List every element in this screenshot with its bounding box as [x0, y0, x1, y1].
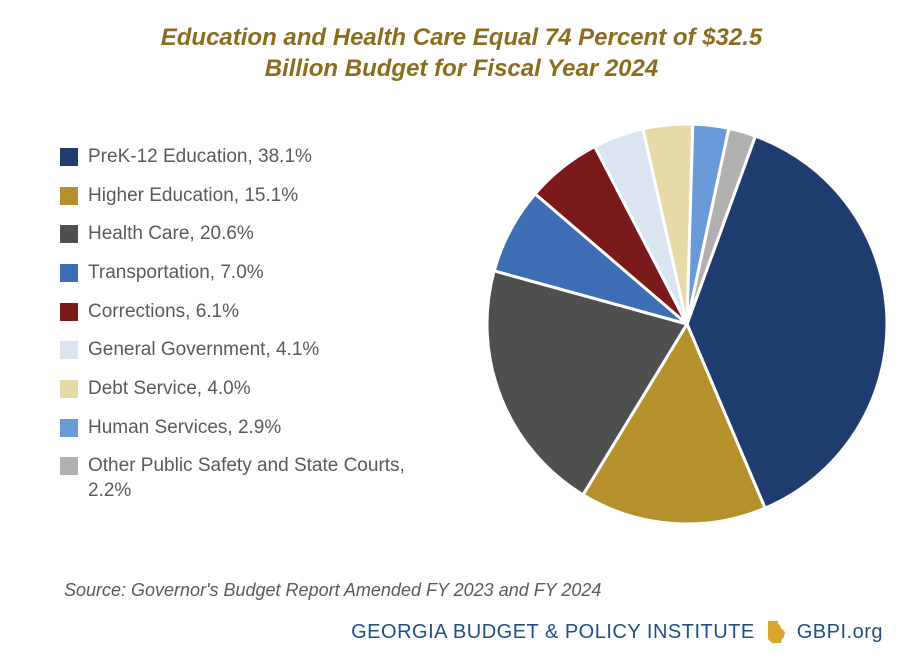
legend-item: Higher Education, 15.1%	[60, 184, 450, 209]
legend-item: Transportation, 7.0%	[60, 261, 450, 286]
legend: PreK-12 Education, 38.1% Higher Education…	[60, 145, 450, 504]
legend-swatch	[60, 225, 78, 243]
legend-item: Corrections, 6.1%	[60, 300, 450, 325]
legend-label: Transportation, 7.0%	[88, 261, 264, 286]
legend-swatch	[60, 148, 78, 166]
legend-swatch	[60, 341, 78, 359]
legend-label: PreK-12 Education, 38.1%	[88, 145, 312, 170]
org-name: GEORGIA BUDGET & POLICY INSTITUTE	[351, 621, 755, 644]
legend-item: Health Care, 20.6%	[60, 222, 450, 247]
legend-swatch	[60, 303, 78, 321]
legend-item: Human Services, 2.9%	[60, 416, 450, 441]
legend-swatch	[60, 457, 78, 475]
georgia-state-icon	[765, 619, 787, 645]
legend-item: PreK-12 Education, 38.1%	[60, 145, 450, 170]
footer-branding: GEORGIA BUDGET & POLICY INSTITUTE GBPI.o…	[351, 619, 883, 645]
chart-title: Education and Health Care Equal 74 Perce…	[0, 0, 923, 84]
legend-label: Debt Service, 4.0%	[88, 377, 251, 402]
source-citation: Source: Governor's Budget Report Amended…	[64, 580, 601, 601]
legend-label: Higher Education, 15.1%	[88, 184, 298, 209]
legend-item: Other Public Safety and State Courts, 2.…	[60, 454, 450, 503]
chart-title-line2: Billion Budget for Fiscal Year 2024	[265, 55, 658, 82]
legend-label: Corrections, 6.1%	[88, 300, 239, 325]
legend-swatch	[60, 380, 78, 398]
legend-label: Health Care, 20.6%	[88, 222, 254, 247]
legend-label: Other Public Safety and State Courts, 2.…	[88, 454, 450, 503]
legend-swatch	[60, 187, 78, 205]
pie-chart	[477, 114, 897, 534]
legend-swatch	[60, 419, 78, 437]
site-url: GBPI.org	[797, 621, 883, 644]
legend-label: General Government, 4.1%	[88, 338, 319, 363]
legend-item: General Government, 4.1%	[60, 338, 450, 363]
legend-swatch	[60, 264, 78, 282]
main-area: PreK-12 Education, 38.1% Higher Education…	[0, 84, 923, 534]
legend-label: Human Services, 2.9%	[88, 416, 281, 441]
pie-chart-container	[450, 114, 923, 534]
legend-item: Debt Service, 4.0%	[60, 377, 450, 402]
chart-title-line1: Education and Health Care Equal 74 Perce…	[161, 24, 763, 51]
